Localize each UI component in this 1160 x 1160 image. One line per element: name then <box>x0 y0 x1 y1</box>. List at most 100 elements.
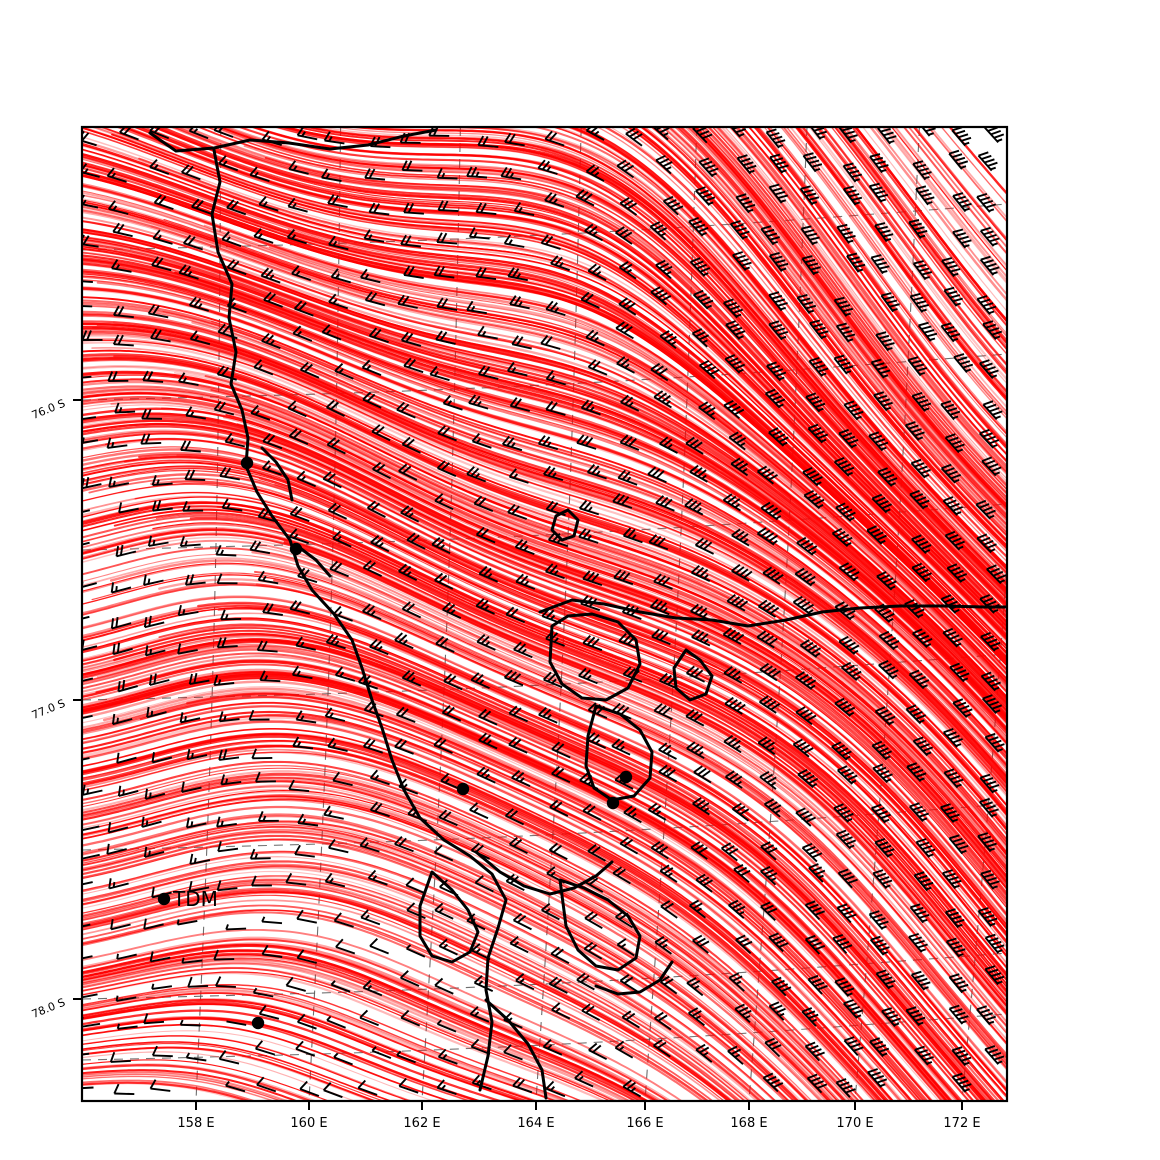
wind-barb <box>406 902 426 919</box>
wind-barb <box>475 598 495 615</box>
barb-full-tick <box>584 596 593 606</box>
barb-full-tick <box>500 166 508 177</box>
barb-half-tick <box>301 818 307 825</box>
barb-full-tick <box>838 562 850 569</box>
barb-full-tick <box>394 632 403 641</box>
station-marker[interactable] <box>456 782 470 796</box>
barb-full-tick <box>877 810 888 816</box>
barb-staff <box>221 617 242 621</box>
wind-barb <box>660 900 678 919</box>
wind-barb <box>874 603 895 624</box>
streamline <box>763 127 1007 439</box>
barb-full-tick <box>771 395 782 401</box>
barb-half-tick <box>411 811 417 817</box>
barb-full-tick <box>802 711 813 719</box>
barb-full-tick <box>112 334 120 345</box>
streamline <box>782 127 1007 417</box>
barb-full-tick <box>841 871 852 878</box>
streamline <box>843 127 1007 338</box>
wind-barb <box>226 199 247 216</box>
barb-staff <box>469 809 489 820</box>
barb-full-tick <box>185 165 194 175</box>
barb-full-tick <box>466 166 473 177</box>
barb-half-tick <box>332 298 338 305</box>
barb-half-tick <box>554 307 560 313</box>
barb-full-tick <box>429 365 438 376</box>
barb-full-tick <box>810 266 821 271</box>
wind-barb <box>400 331 422 347</box>
wind-barb <box>760 866 778 886</box>
barb-full-tick <box>914 537 925 544</box>
barb-staff <box>107 848 127 855</box>
barb-full-tick <box>915 395 926 401</box>
barb-full-tick <box>845 511 856 518</box>
barb-full-tick <box>847 403 858 409</box>
streamline <box>881 127 1007 285</box>
wind-barb <box>835 829 857 850</box>
barb-half-tick <box>266 465 272 471</box>
barb-staff <box>185 581 206 586</box>
streamline <box>82 983 583 1101</box>
wind-barb <box>513 641 533 659</box>
streamline <box>82 247 1007 715</box>
barb-full-tick <box>947 600 958 607</box>
barb-full-tick <box>759 695 769 703</box>
barb-half-tick <box>820 372 827 377</box>
wind-barb <box>578 528 599 544</box>
station-marker[interactable] <box>240 456 254 470</box>
barb-half-tick <box>546 166 552 172</box>
barb-full-tick <box>578 667 587 677</box>
streamline <box>82 1069 300 1101</box>
streamline <box>82 423 1007 891</box>
station-marker[interactable] <box>606 796 620 810</box>
station-marker[interactable] <box>157 892 171 906</box>
barb-half-tick <box>847 992 853 997</box>
barb-full-tick <box>840 463 852 470</box>
wind-barb <box>549 799 569 817</box>
wind-barb <box>434 902 454 920</box>
barb-full-tick <box>141 816 145 828</box>
barb-full-tick <box>763 904 774 911</box>
barb-half-tick <box>510 442 516 448</box>
streamline <box>82 496 1007 969</box>
wind-barb <box>649 221 668 241</box>
barb-staff <box>150 1087 171 1092</box>
barb-full-tick <box>660 900 671 908</box>
barb-full-tick <box>436 460 446 469</box>
streamline <box>82 185 1007 672</box>
barb-full-tick <box>955 1076 966 1082</box>
barb-full-tick <box>808 849 819 855</box>
station-marker[interactable] <box>289 542 303 556</box>
barb-staff <box>403 211 424 215</box>
barb-full-tick <box>694 669 704 678</box>
barb-full-tick <box>767 847 778 854</box>
streamline <box>214 127 1007 607</box>
barb-staff <box>551 1008 571 1020</box>
streamline <box>82 744 883 1101</box>
streamline <box>673 127 1007 522</box>
wind-barb <box>722 627 745 645</box>
barb-full-tick <box>689 711 699 720</box>
barb-full-tick <box>584 223 594 232</box>
barb-full-tick <box>410 534 420 543</box>
barb-full-tick <box>817 367 829 373</box>
barb-full-tick <box>657 292 668 299</box>
barb-half-tick <box>589 406 595 412</box>
wind-barb <box>578 499 600 516</box>
barb-full-tick <box>216 816 221 827</box>
barb-staff <box>111 267 132 273</box>
barb-full-tick <box>873 257 885 263</box>
barb-full-tick <box>728 699 738 707</box>
barb-full-tick <box>844 1036 855 1042</box>
wind-barb <box>872 763 893 784</box>
barb-full-tick <box>615 910 625 918</box>
barb-half-tick <box>262 575 267 582</box>
barb-full-tick <box>545 300 554 310</box>
barb-full-tick <box>265 269 274 278</box>
barb-full-tick <box>734 460 745 468</box>
barb-full-tick <box>984 914 995 920</box>
barb-full-tick <box>325 633 334 644</box>
barb-staff <box>178 611 199 617</box>
station-marker[interactable] <box>619 770 633 784</box>
station-marker[interactable] <box>251 1016 265 1030</box>
